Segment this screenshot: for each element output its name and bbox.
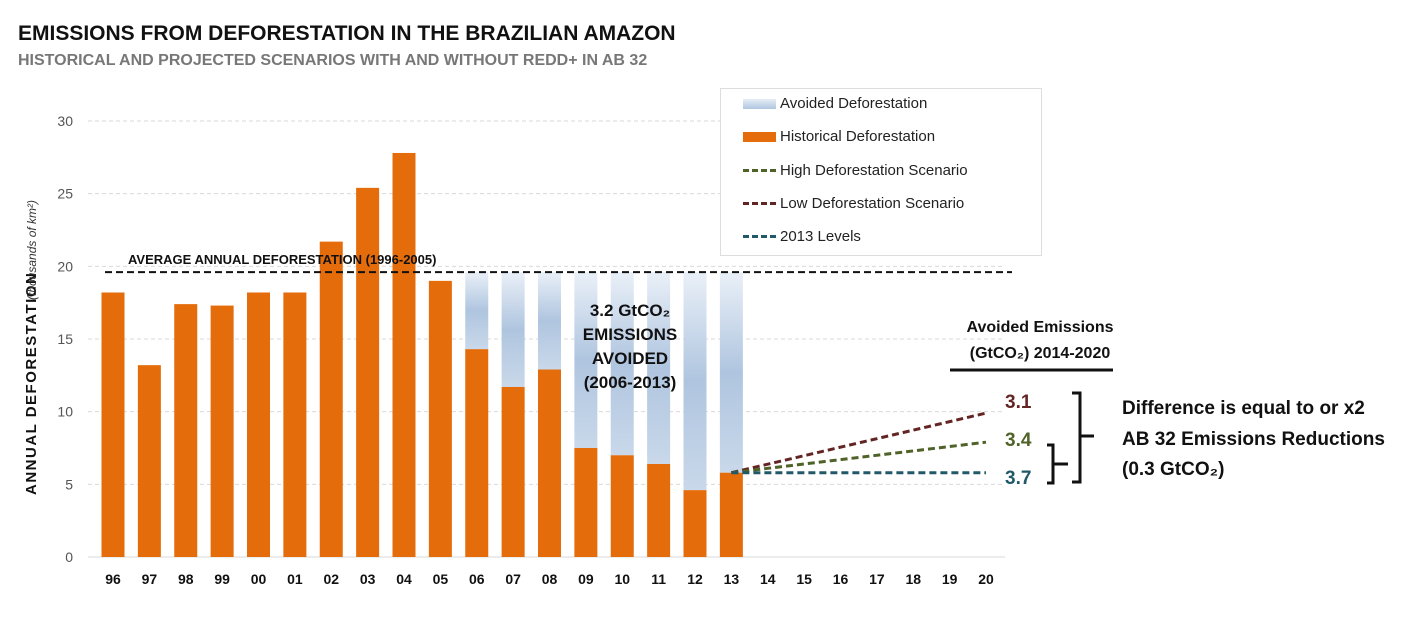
historical-bar [574, 448, 598, 557]
avoided-annotation-3: AVOIDED [592, 349, 668, 368]
x-tick-label: 03 [360, 571, 376, 587]
y-tick-label: 10 [57, 404, 73, 420]
historical-bar [174, 304, 198, 557]
historical-bar [356, 187, 380, 557]
x-tick-label: 19 [942, 571, 958, 587]
historical-bar [538, 369, 561, 557]
legend-item-low: Low Deforestation Scenario [743, 195, 964, 212]
x-tick-label: 20 [978, 571, 994, 587]
emissions-title-2: (GtCO₂) 2014-2020 [970, 345, 1111, 362]
x-tick-label: 00 [251, 571, 267, 587]
historical-bar [501, 386, 525, 557]
x-tick-label: 13 [724, 571, 740, 587]
x-tick-label: 07 [505, 571, 521, 587]
legend-swatch [743, 235, 776, 238]
high-scenario-value: 3.4 [1005, 430, 1032, 451]
legend-swatch [743, 131, 776, 142]
y-tick-label: 25 [57, 186, 73, 202]
historical-bar [465, 349, 489, 557]
x-tick-label: 09 [578, 571, 594, 587]
legend-item-historical: Historical Deforestation [743, 128, 935, 145]
legend-label: Avoided Deforestation [780, 95, 928, 112]
legend-swatch [743, 169, 776, 172]
avoided-annotation-4: (2006-2013) [584, 373, 677, 392]
legend-label: 2013 Levels [780, 228, 861, 245]
chart-title: EMISSIONS FROM DEFORESTATION IN THE BRAZ… [18, 22, 676, 45]
historical-bar [101, 292, 125, 557]
legend: Avoided Deforestation Historical Defores… [720, 88, 1042, 256]
average-label: AVERAGE ANNUAL DEFORESTATION (1996-2005) [128, 252, 436, 267]
legend-swatch [743, 98, 776, 109]
avoided-bar [538, 272, 561, 370]
y-tick-label: 15 [57, 331, 73, 347]
x-tick-label: 97 [142, 571, 158, 587]
historical-bar [647, 463, 671, 557]
avoided-bar [683, 272, 707, 491]
x-tick-label: 18 [905, 571, 921, 587]
x-tick-label: 06 [469, 571, 485, 587]
chart-subtitle: HISTORICAL AND PROJECTED SCENARIOS WITH … [18, 52, 648, 69]
historical-bar [719, 472, 743, 557]
historical-bar [610, 455, 634, 557]
historical-bar [247, 292, 270, 557]
x-tick-label: 05 [433, 571, 449, 587]
historical-bar [428, 280, 452, 557]
difference-text-2: AB 32 Emissions Reductions [1122, 429, 1385, 450]
legend-item-2013: 2013 Levels [743, 228, 861, 245]
y-tick-label: 20 [57, 258, 73, 274]
legend-item-avoided: Avoided Deforestation [743, 95, 927, 112]
inner-bracket [1047, 443, 1068, 485]
historical-bar [392, 152, 416, 557]
x-tick-label: 15 [796, 571, 812, 587]
x-tick-label: 14 [760, 571, 776, 587]
y-tick-label: 5 [65, 476, 73, 492]
scenario-line [731, 440, 987, 475]
avoided-bar [610, 272, 634, 456]
avoided-bar [465, 272, 489, 350]
scenario-line [731, 411, 987, 475]
difference-text-1: Difference is equal to or x2 [1122, 398, 1365, 419]
historical-bar [210, 305, 234, 557]
legend-label: High Deforestation Scenario [780, 162, 968, 179]
low-scenario-value: 3.1 [1005, 392, 1032, 413]
avoided-bar [501, 272, 525, 387]
x-tick-label: 11 [651, 571, 666, 587]
historical-bar [683, 490, 707, 557]
legend-swatch [743, 202, 776, 205]
x-tick-label: 08 [542, 571, 558, 587]
y-tick-label: 0 [65, 549, 73, 565]
x-tick-label: 04 [396, 571, 412, 587]
x-tick-label: 10 [614, 571, 630, 587]
historical-bar [283, 292, 307, 557]
legend-label: Historical Deforestation [780, 128, 936, 145]
historical-bar [319, 241, 343, 558]
x-tick-label: 17 [869, 571, 885, 587]
x-tick-label: 99 [214, 571, 230, 587]
x-tick-label: 96 [105, 571, 121, 587]
y-axis-label: ANNUAL DEFORESTATION [23, 272, 40, 495]
avoided-bar [719, 272, 743, 473]
y-tick-label: 30 [57, 113, 73, 129]
x-tick-label: 12 [687, 571, 703, 587]
x-tick-label: 16 [833, 571, 849, 587]
x-tick-label: 98 [178, 571, 194, 587]
y-axis-unit: (thousands of km²) [25, 200, 39, 300]
levels-value: 3.7 [1005, 468, 1031, 489]
legend-label: Low Deforestation Scenario [780, 195, 965, 212]
outer-bracket [1072, 391, 1094, 484]
x-tick-label: 02 [323, 571, 339, 587]
avoided-annotation-1: 3.2 GtCO₂ [590, 301, 670, 320]
emissions-title-1: Avoided Emissions [967, 319, 1114, 336]
avoided-bar [574, 272, 598, 448]
legend-item-high: High Deforestation Scenario [743, 162, 968, 179]
avoided-bar [647, 272, 671, 464]
avoided-annotation-2: EMISSIONS [583, 325, 677, 344]
x-tick-label: 01 [287, 571, 303, 587]
difference-text-3: (0.3 GtCO₂) [1122, 459, 1224, 480]
historical-bar [137, 365, 161, 557]
